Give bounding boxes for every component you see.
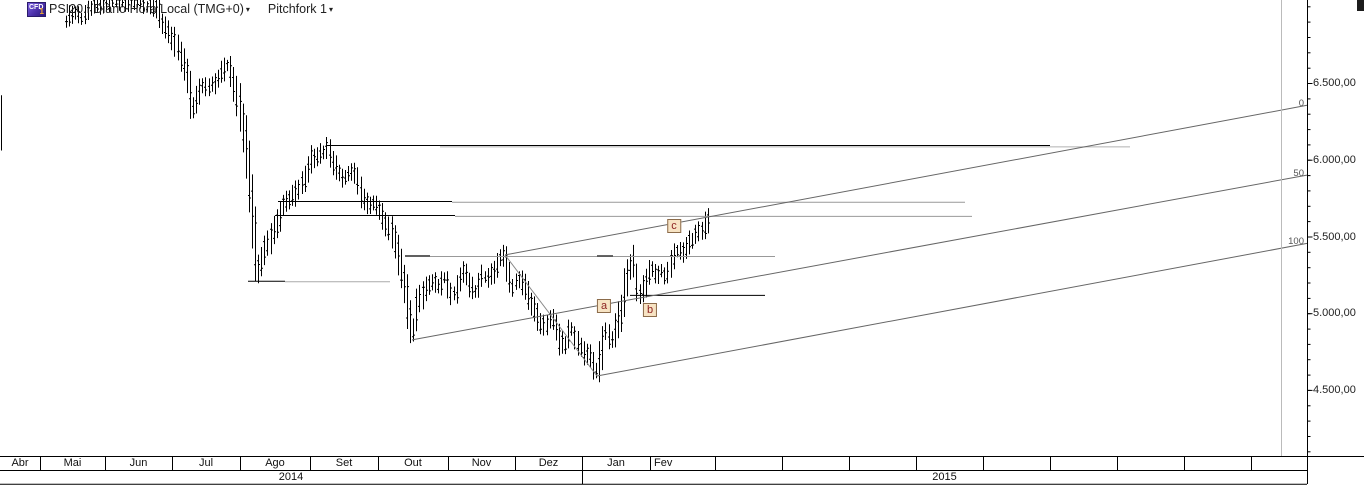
month-cell-label[interactable] <box>916 457 983 470</box>
chevron-down-icon[interactable]: ▾ <box>328 4 333 14</box>
cfd-instrument-icon: CFD 1 <box>27 1 46 17</box>
pitchfork-tool-label[interactable]: Pitchfork 1 <box>267 2 327 16</box>
month-cell-label[interactable]: Jan <box>607 457 625 469</box>
ohlc-bars <box>1 0 710 383</box>
wave-annotation-label[interactable]: b <box>642 303 658 317</box>
price-tick-label: 5.500,00 <box>1313 230 1356 243</box>
chevron-down-icon[interactable]: ▾ <box>245 4 250 14</box>
window-corner-mark <box>1357 0 1364 11</box>
pitchfork-upper-line[interactable] <box>504 104 1308 256</box>
month-cell-label[interactable] <box>983 457 1050 470</box>
month-cell-label[interactable] <box>715 457 782 470</box>
pitchfork-median-line[interactable] <box>411 174 1308 341</box>
month-cell-label[interactable] <box>1117 457 1184 470</box>
price-tick-label: 5.000,00 <box>1313 307 1356 320</box>
pitchfork-level-label: 100 <box>1288 236 1304 248</box>
pitchfork-level-label: 50 <box>1293 168 1304 180</box>
price-tick-label: 6.500,00 <box>1313 77 1356 89</box>
month-cell-label[interactable]: Abr <box>11 457 29 469</box>
month-cell-label[interactable]: Nov <box>471 457 492 469</box>
month-cell-label[interactable]: Jun <box>129 457 148 469</box>
month-cell-label[interactable]: Set <box>335 457 353 469</box>
month-cell-label[interactable] <box>849 457 916 470</box>
pitchfork-trigger-line[interactable] <box>504 254 598 377</box>
price-tick-label: 4.500,00 <box>1313 383 1356 396</box>
month-cell-label[interactable] <box>1251 457 1307 470</box>
pitchfork-lower-line[interactable] <box>596 242 1308 377</box>
month-cell-label[interactable] <box>1184 457 1251 470</box>
chart-title-bar: CFD 1 PSI20.I Diário Hora Local (TMG+0) … <box>27 1 333 17</box>
wave-annotation-label[interactable]: a <box>596 299 612 313</box>
month-cell-label[interactable]: Jul <box>198 457 214 469</box>
price-tick-label: 6.000,00 <box>1313 153 1356 166</box>
month-cell-label[interactable]: Fev <box>654 457 673 469</box>
month-cell-label[interactable] <box>782 457 849 470</box>
wave-annotation-label[interactable]: c <box>667 219 681 233</box>
year-cell-label[interactable]: 2014 <box>278 471 304 483</box>
pitchfork-level-label: 0 <box>1298 98 1304 110</box>
month-cell-label[interactable] <box>1050 457 1117 470</box>
month-cell-label[interactable]: Mai <box>63 457 82 469</box>
month-cell-label[interactable]: Out <box>404 457 422 469</box>
instrument-title[interactable]: PSI20.I Diário Hora Local (TMG+0) <box>49 2 244 16</box>
year-cell-label[interactable]: 2015 <box>932 471 957 483</box>
month-cell-label[interactable]: Ago <box>265 457 285 469</box>
month-cell-label[interactable]: Dez <box>538 457 559 469</box>
